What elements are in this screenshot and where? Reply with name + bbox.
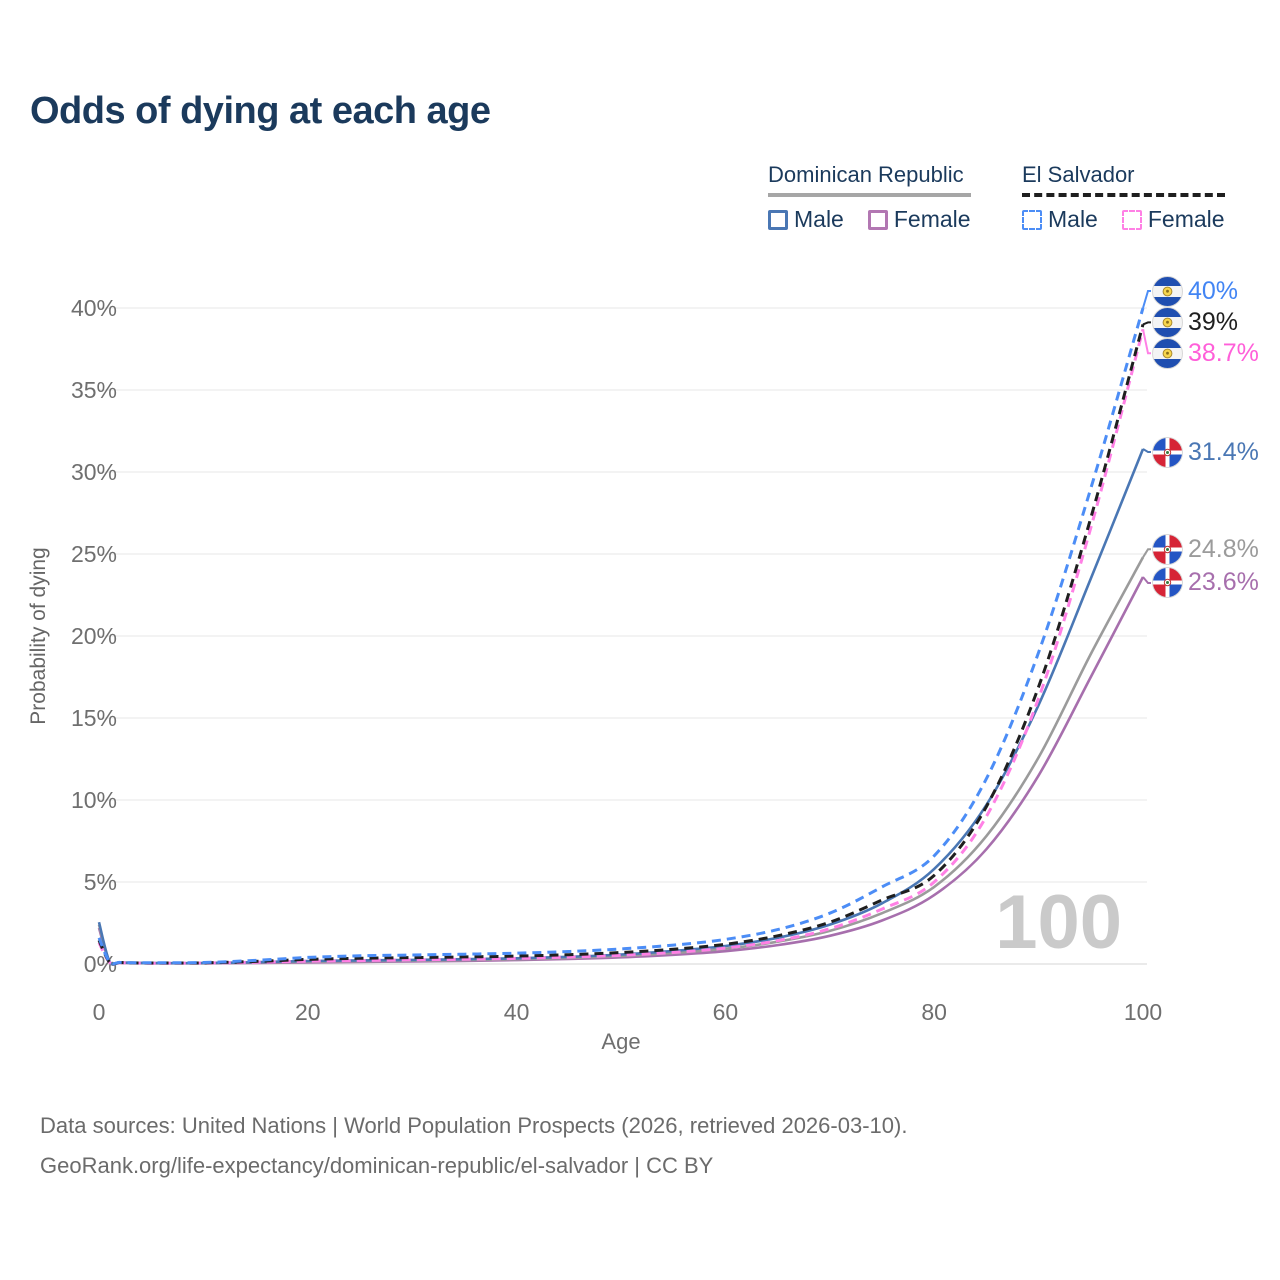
- x-tick-label: 100: [1124, 999, 1162, 1025]
- legend-item-label: Female: [893, 206, 971, 232]
- series-line-do-all: [97, 556, 1145, 966]
- dominican-republic-flag-icon: [1152, 567, 1183, 598]
- legend-country-el-salvador[interactable]: El Salvador: [1022, 162, 1225, 197]
- x-tick-label: 40: [504, 999, 530, 1025]
- legend-line-sample-dashed: [1022, 193, 1225, 197]
- y-tick-label: 10%: [71, 787, 117, 813]
- legend-line-sample-solid: [768, 193, 971, 197]
- endpoint-label-sv-all: 39%: [1152, 307, 1238, 338]
- label-connector-sv-male: [1142, 290, 1151, 309]
- age-watermark: 100: [995, 880, 1122, 965]
- footer-line-1: Data sources: United Nations | World Pop…: [40, 1113, 908, 1138]
- el-salvador-flag-icon: [1152, 307, 1183, 338]
- dominican-republic-flag-icon: [1152, 534, 1183, 565]
- label-connector-do-all: [1142, 548, 1151, 558]
- y-tick-label: 25%: [71, 541, 117, 567]
- legend-swatch-sv-female: [1121, 209, 1142, 230]
- y-axis-title: Probability of dying: [27, 547, 50, 724]
- x-tick-label: 60: [713, 999, 739, 1025]
- legend-item-dr-female[interactable]: Female: [867, 206, 971, 233]
- endpoint-value: 38.7%: [1188, 339, 1259, 367]
- endpoint-label-do-female: 23.6%: [1152, 567, 1259, 598]
- x-tick-label: 80: [921, 999, 947, 1025]
- legend-item-sv-female[interactable]: Female: [1121, 206, 1225, 233]
- y-tick-label: 20%: [71, 623, 117, 649]
- label-connector-sv-all: [1142, 321, 1151, 326]
- chart-canvas: 0%5%10%15%20%25%30%35%40%0 20 40 60 80 100Age…: [27, 290, 1162, 1054]
- x-tick-label: 0: [93, 999, 106, 1025]
- x-axis-title: Age: [601, 1029, 640, 1054]
- footer-line-2: GeoRank.org/life-expectancy/dominican-re…: [40, 1153, 714, 1178]
- x-tick-label: 20: [295, 999, 321, 1025]
- endpoint-label-sv-male: 40%: [1152, 276, 1238, 307]
- legend-items: Male Female: [1022, 206, 1225, 233]
- endpoint-value: 31.4%: [1188, 438, 1259, 466]
- legend-group-el-salvador: El Salvador Male Female: [1022, 162, 1225, 233]
- legend-item-sv-male[interactable]: Male: [1022, 206, 1098, 233]
- endpoint-value: 23.6%: [1188, 568, 1259, 596]
- label-connector-do-female: [1142, 576, 1151, 584]
- legend-group-dominican-republic: Dominican Republic Male Female: [768, 162, 971, 233]
- data-source-note: Data sources: United Nations | World Pop…: [40, 1106, 907, 1186]
- el-salvador-flag-icon: [1152, 276, 1183, 307]
- legend-country-dominican-republic[interactable]: Dominican Republic: [768, 162, 971, 197]
- endpoint-label-do-male: 31.4%: [1152, 437, 1259, 468]
- y-tick-label: 15%: [71, 705, 117, 731]
- y-tick-label: 40%: [71, 295, 117, 321]
- endpoint-label-do-all: 24.8%: [1152, 534, 1259, 565]
- endpoint-value: 40%: [1188, 277, 1239, 305]
- endpoint-label-sv-female: 38.7%: [1152, 338, 1259, 369]
- label-connector-sv-female: [1142, 329, 1151, 355]
- legend-item-label: Male: [794, 206, 844, 232]
- el-salvador-flag-icon: [1152, 338, 1183, 369]
- y-tick-label: 35%: [71, 377, 117, 403]
- legend-swatch-dr-male: [768, 209, 788, 230]
- endpoint-value: 39%: [1188, 308, 1239, 336]
- label-connector-do-male: [1142, 448, 1151, 453]
- page-title: Odds of dying at each age: [30, 90, 491, 132]
- y-tick-label: 5%: [84, 869, 117, 895]
- legend-swatch-dr-female: [867, 209, 888, 230]
- series-line-sv-female: [97, 328, 1145, 966]
- dominican-republic-flag-icon: [1152, 437, 1183, 468]
- series-line-do-female: [97, 576, 1145, 966]
- endpoint-value: 24.8%: [1188, 535, 1259, 563]
- y-tick-label: 30%: [71, 459, 117, 485]
- series-line-sv-all: [97, 324, 1145, 966]
- legend-item-label: Female: [1147, 206, 1225, 232]
- legend-item-label: Male: [1048, 206, 1098, 232]
- legend-country-label: Dominican Republic: [768, 162, 964, 187]
- legend-item-dr-male[interactable]: Male: [768, 206, 844, 233]
- legend-swatch-sv-male: [1022, 209, 1042, 230]
- series-line-do-male: [97, 448, 1145, 966]
- legend-country-label: El Salvador: [1022, 162, 1135, 187]
- legend-items: Male Female: [768, 206, 971, 233]
